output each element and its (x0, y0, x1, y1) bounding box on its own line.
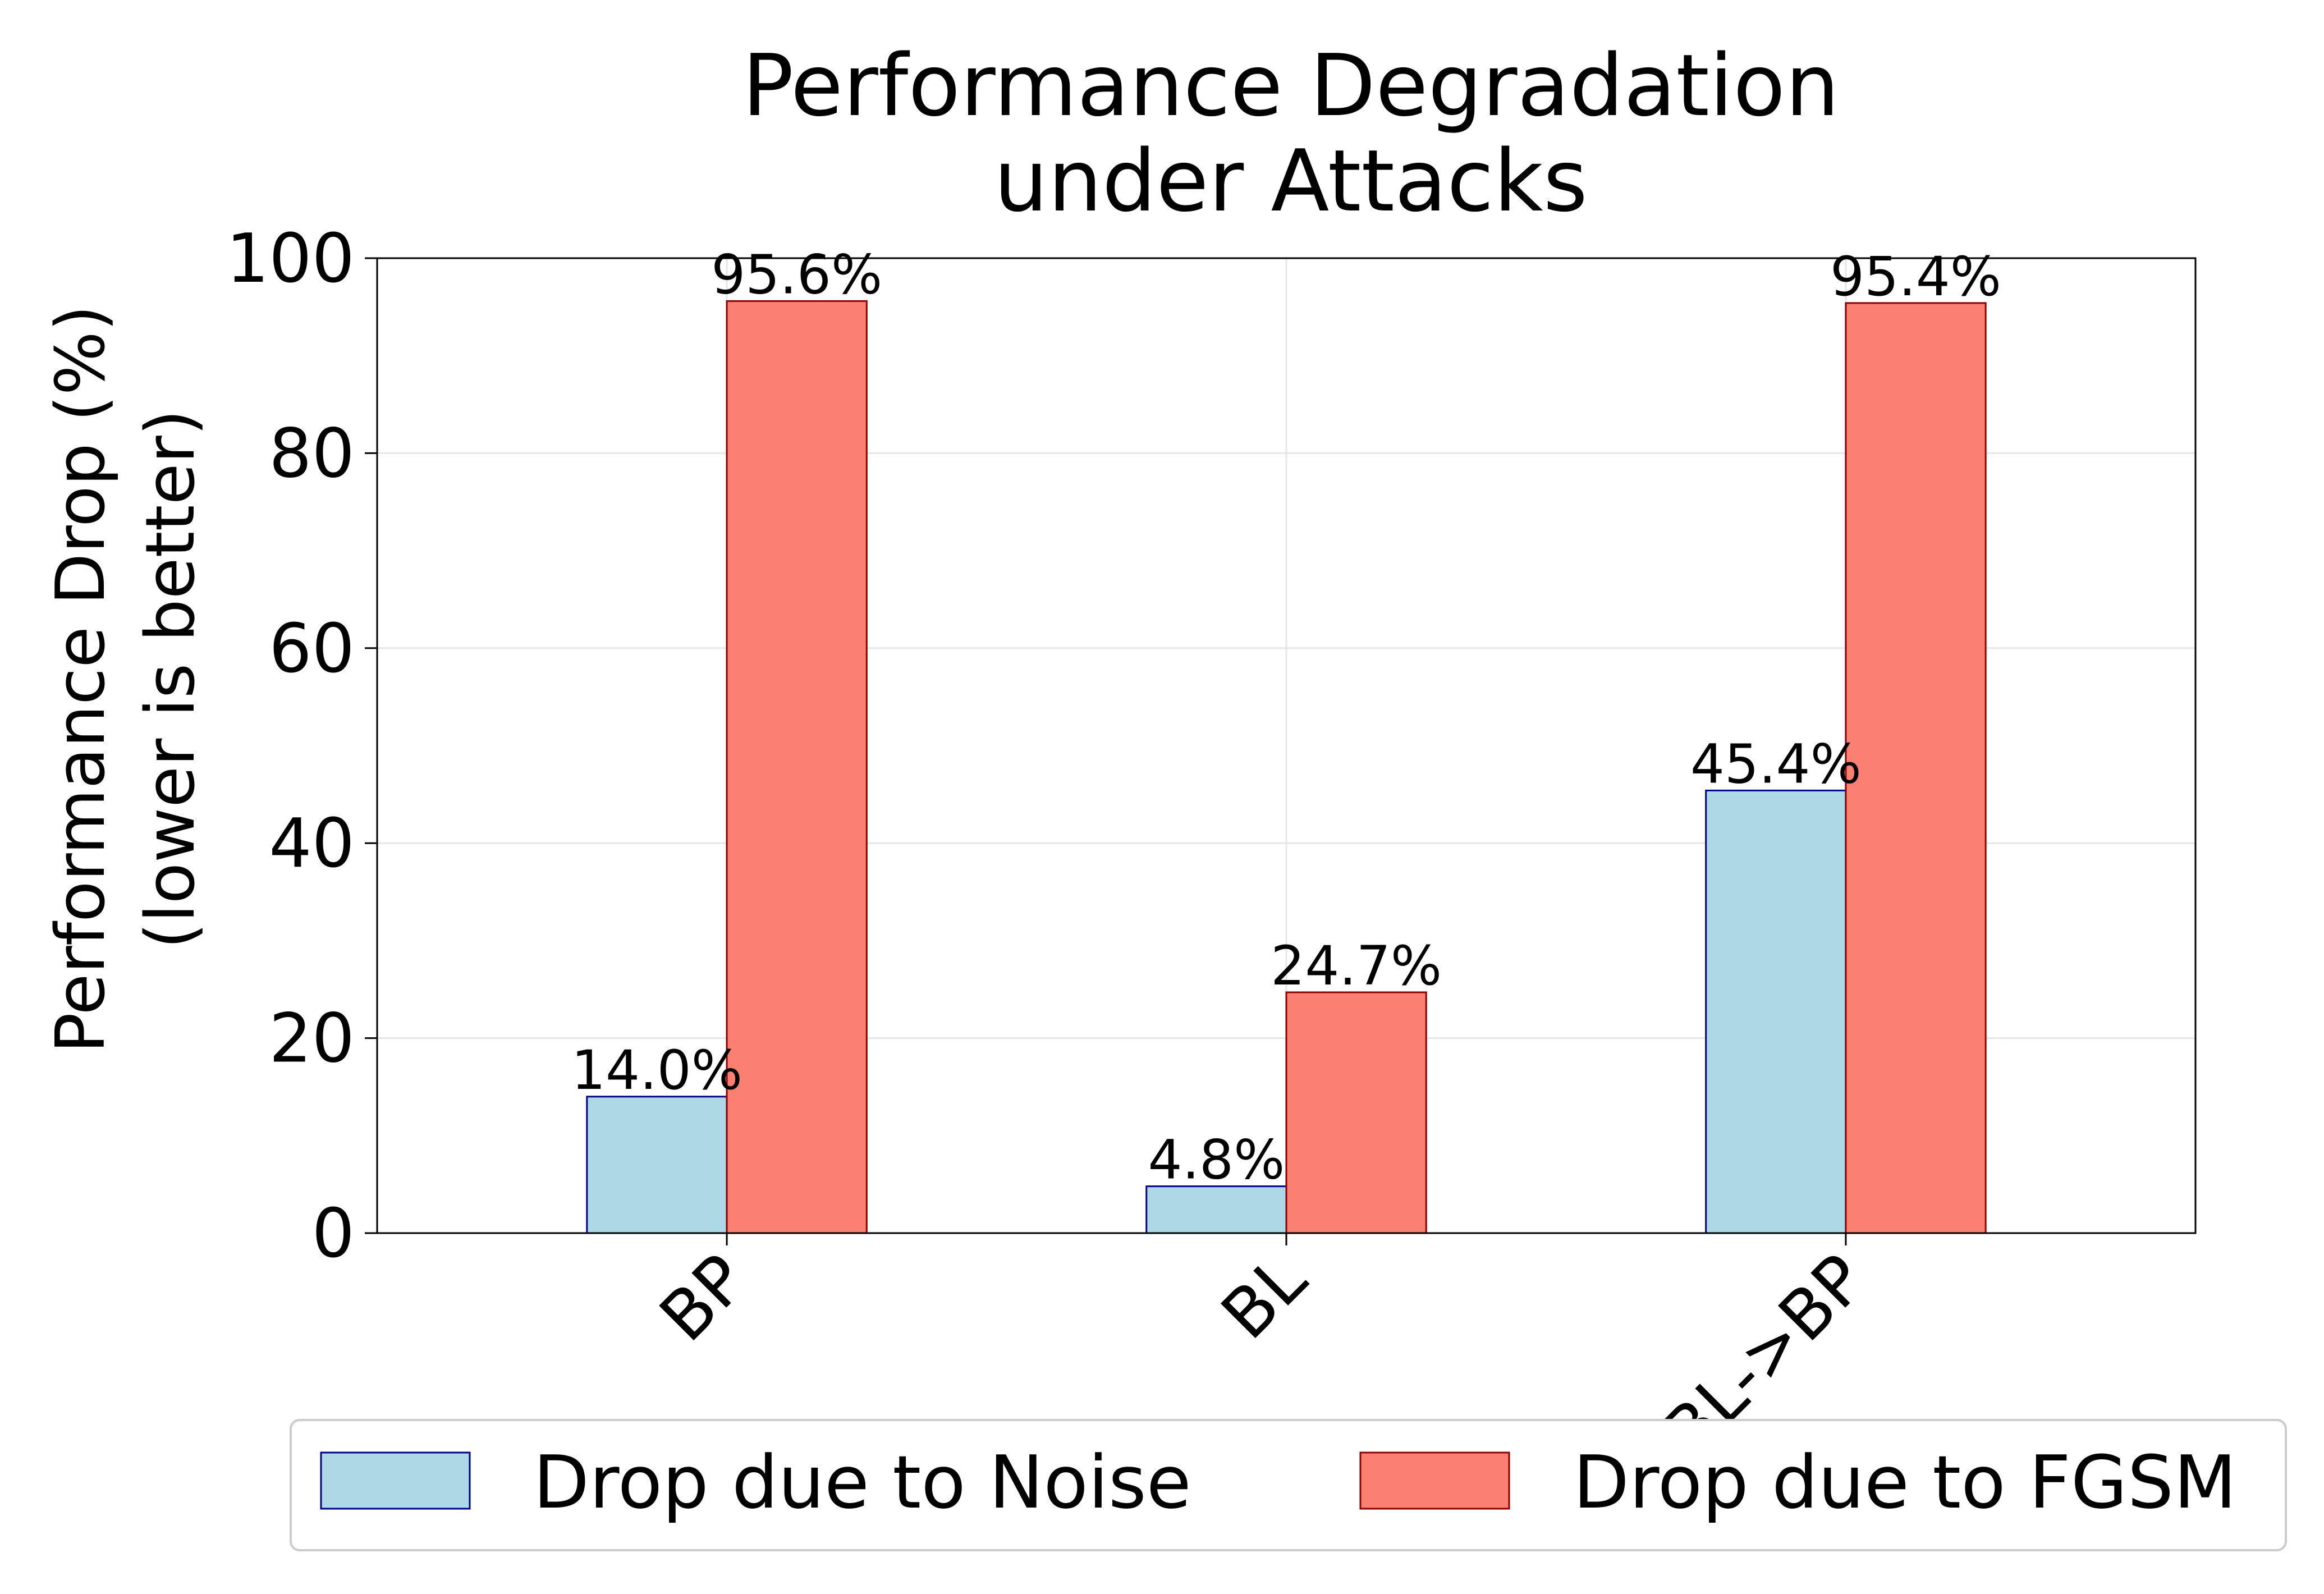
y-tick-label: 100 (226, 220, 355, 298)
bar-noise (586, 1096, 728, 1234)
bar-value-label: 95.4% (1830, 245, 2001, 308)
y-tick-label: 60 (269, 610, 355, 688)
y-axis-label-line-2: (lower is better) (132, 409, 210, 949)
bar-value-label: 45.4% (1690, 732, 1862, 795)
legend-swatch-fgsm (1359, 1451, 1510, 1510)
bar-fgsm (1845, 302, 1987, 1234)
bars (586, 300, 1987, 1234)
bar-value-label: 24.7% (1271, 935, 1442, 997)
y-axis-label-line-1: Performance Drop (%) (42, 305, 120, 1053)
bar-value-label: 95.6% (711, 243, 882, 306)
x-tick-label: BP (645, 1240, 762, 1357)
bar-noise (1145, 1185, 1287, 1234)
y-tick-label: 80 (269, 415, 355, 493)
y-tick-label: 40 (269, 805, 355, 883)
legend-label-noise: Drop due to Noise (533, 1440, 1191, 1525)
bar-value-label: 4.8% (1148, 1129, 1285, 1192)
bar-fgsm (726, 300, 868, 1234)
x-tick-label: BL (1207, 1240, 1322, 1354)
bar-noise (1705, 789, 1847, 1234)
legend-box (290, 1419, 2287, 1551)
legend-swatch-noise (320, 1451, 471, 1510)
chart-title-line-2: under Attacks (994, 131, 1588, 231)
legend-label-fgsm: Drop due to FGSM (1573, 1440, 2236, 1525)
y-tick-label: 20 (269, 1000, 355, 1078)
bar-value-label: 14.0% (571, 1039, 742, 1102)
y-tick-label: 0 (312, 1195, 355, 1273)
plot-frame (376, 257, 2197, 1234)
bar-fgsm (1285, 991, 1427, 1234)
data-labels: 14.0% 4.8% 45.4% 95.6% 24.7% 95.4% (571, 243, 2001, 1191)
chart-title-line-1: Performance Degradation (742, 36, 1840, 135)
legend: Drop due to Noise Drop due to FGSM (290, 1419, 2287, 1551)
